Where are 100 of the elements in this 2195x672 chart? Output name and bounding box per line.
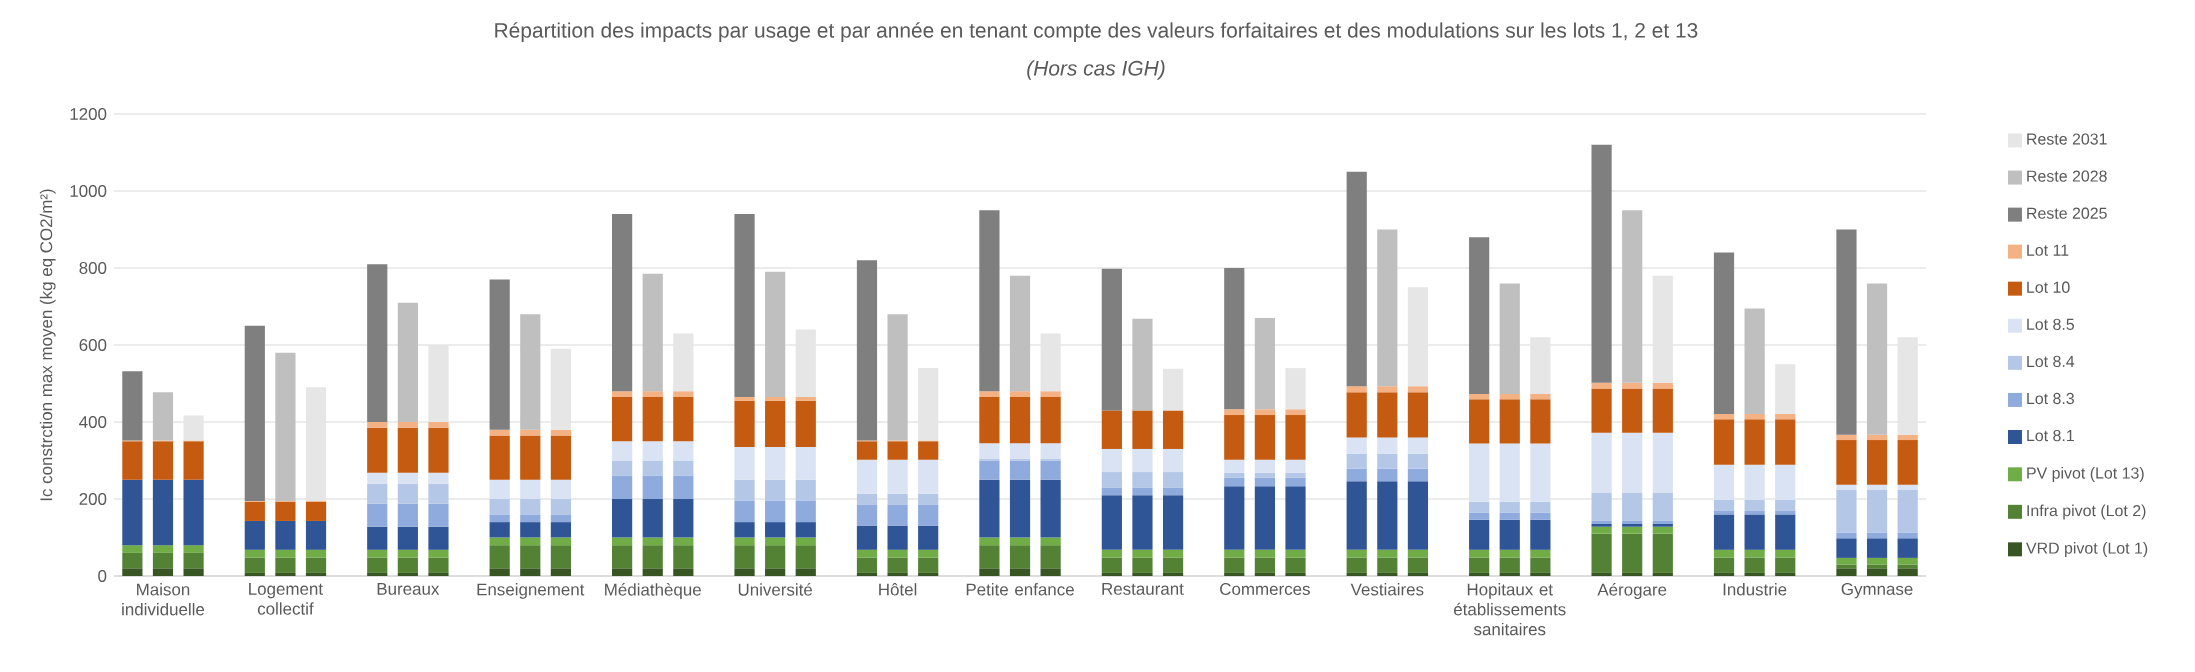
bar — [367, 472, 388, 484]
bar — [367, 422, 388, 428]
bar — [1499, 557, 1520, 573]
bar — [1254, 572, 1275, 576]
bar — [673, 545, 694, 569]
bar — [520, 435, 541, 480]
bar — [612, 475, 633, 499]
bar — [1836, 564, 1857, 569]
bar — [642, 273, 663, 392]
bar — [1652, 382, 1673, 389]
bar — [1377, 557, 1398, 573]
bar — [1101, 495, 1122, 550]
bar — [887, 557, 908, 573]
bar — [1499, 283, 1520, 394]
chart-title: Répartition des impacts par usage et par année en tenant compte des valeurs forfaitaires et des modulations sur les lots 1, 2 et 13 — [495, 22, 1698, 42]
bar — [1469, 549, 1490, 558]
x-tick-label: Commerces — [1220, 583, 1310, 596]
bar — [1866, 283, 1888, 435]
bar — [734, 214, 755, 397]
bar — [1499, 512, 1520, 520]
bar — [1254, 415, 1275, 460]
bar — [1285, 459, 1306, 473]
bar — [1009, 479, 1031, 538]
bar — [1254, 549, 1275, 558]
bar — [367, 557, 388, 573]
bar — [1622, 572, 1643, 576]
bar — [765, 500, 786, 523]
bar — [1101, 448, 1122, 473]
bar — [642, 568, 663, 576]
bar — [1469, 519, 1490, 550]
bar — [520, 514, 541, 523]
bar — [765, 447, 786, 480]
bar — [305, 387, 327, 501]
bar — [428, 345, 449, 422]
bar — [734, 545, 755, 569]
bar — [856, 493, 878, 505]
bar — [1407, 392, 1429, 438]
bar — [918, 549, 939, 558]
bar — [1652, 533, 1673, 573]
bar — [612, 214, 633, 392]
bar — [642, 475, 663, 499]
y-tick-label: 1200 — [70, 108, 107, 120]
bar — [397, 483, 418, 504]
bar — [673, 499, 694, 538]
bar — [979, 460, 1000, 480]
bar — [1162, 549, 1184, 558]
bar — [1254, 472, 1275, 478]
bar — [1346, 171, 1367, 387]
bar — [1713, 549, 1735, 558]
bar — [1162, 448, 1184, 473]
bar — [1346, 392, 1367, 438]
bar — [183, 415, 204, 441]
bar — [795, 545, 816, 569]
bar — [183, 479, 204, 546]
legend-label: Infra pivot (Lot 2) — [2027, 504, 2146, 520]
bar — [489, 522, 510, 538]
bar — [1162, 495, 1184, 550]
bar — [918, 441, 939, 460]
bar — [489, 499, 510, 515]
bar — [1530, 512, 1551, 520]
bar — [520, 522, 541, 538]
bar — [765, 545, 786, 569]
bar — [1346, 468, 1367, 482]
bar — [1897, 557, 1918, 565]
bar — [979, 545, 1000, 569]
bar — [1744, 419, 1765, 465]
bar — [305, 549, 327, 558]
bar — [856, 459, 878, 494]
bar — [1775, 549, 1796, 558]
bar — [1713, 464, 1735, 500]
bar — [1407, 481, 1429, 550]
bar — [1285, 557, 1306, 573]
bar — [1499, 501, 1520, 513]
bar — [1285, 572, 1306, 576]
bar — [1836, 484, 1857, 490]
bar — [856, 525, 878, 550]
bar — [795, 537, 816, 546]
bar — [428, 483, 449, 504]
bar — [1224, 268, 1245, 410]
bar — [1101, 557, 1122, 573]
bar — [734, 568, 755, 576]
bar — [1744, 557, 1765, 573]
bar — [673, 333, 694, 392]
bar — [1713, 514, 1735, 550]
bar — [275, 549, 296, 558]
bar — [489, 568, 510, 576]
bar — [520, 314, 541, 430]
y-tick-label: 600 — [79, 339, 107, 351]
bar — [489, 435, 510, 480]
bar — [1836, 538, 1857, 558]
bar — [918, 557, 939, 573]
bar — [1224, 477, 1245, 487]
bar — [1377, 468, 1398, 482]
bar — [183, 552, 204, 569]
bar — [1775, 499, 1796, 511]
bar — [1162, 487, 1184, 496]
legend-label: Lot 8.1 — [2027, 429, 2074, 442]
bar — [520, 479, 541, 499]
bar — [979, 479, 1000, 538]
bar — [1530, 337, 1551, 394]
